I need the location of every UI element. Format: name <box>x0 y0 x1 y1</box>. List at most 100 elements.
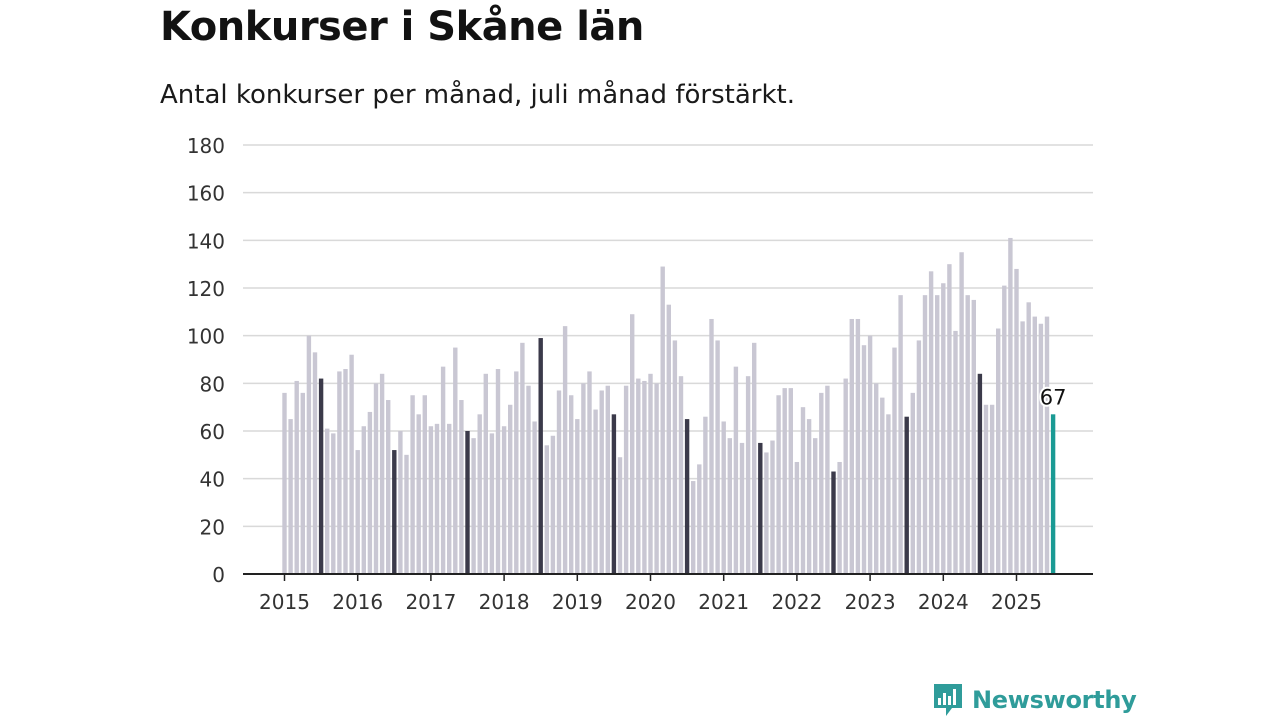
bar <box>379 373 385 574</box>
x-tick-label: 2021 <box>698 590 749 614</box>
bar <box>739 442 745 574</box>
bar <box>1026 302 1031 574</box>
bar <box>1044 316 1050 574</box>
bar <box>477 414 482 574</box>
bar <box>922 295 928 574</box>
bar <box>593 409 598 574</box>
bar <box>715 340 720 574</box>
bars <box>282 237 1056 574</box>
bar <box>819 392 824 574</box>
bar <box>495 369 501 574</box>
bar <box>386 400 391 574</box>
bar <box>623 385 629 574</box>
x-tick-label: 2018 <box>479 590 530 614</box>
bar <box>691 481 696 574</box>
x-tick-label: 2022 <box>771 590 822 614</box>
bar <box>325 428 330 574</box>
bar <box>831 471 836 574</box>
bar <box>483 373 488 574</box>
bar <box>874 383 879 574</box>
bar <box>447 423 452 574</box>
bar <box>965 295 970 574</box>
bar <box>678 376 684 574</box>
y-tick-label: 80 <box>200 372 225 396</box>
bar <box>520 342 525 574</box>
x-tick-label: 2015 <box>259 590 310 614</box>
x-tick-label: 2019 <box>552 590 603 614</box>
brand-name: Newsworthy <box>972 686 1137 714</box>
bar <box>526 385 531 574</box>
bar <box>825 385 830 574</box>
bar <box>416 414 421 574</box>
bar <box>410 395 415 574</box>
bar <box>642 380 647 574</box>
bar <box>331 433 336 574</box>
bar <box>440 366 446 574</box>
bar <box>697 464 702 574</box>
bar <box>392 450 397 574</box>
bar <box>861 345 867 574</box>
bar <box>910 392 915 574</box>
bar <box>550 435 556 574</box>
bar <box>989 404 995 574</box>
x-tick-label: 2024 <box>918 590 969 614</box>
bar <box>935 295 940 574</box>
bar <box>630 314 635 574</box>
bar <box>855 318 861 574</box>
bar <box>837 461 842 574</box>
bar <box>288 419 293 574</box>
bar <box>300 392 305 574</box>
bar <box>562 326 568 574</box>
bar <box>569 395 574 574</box>
x-tick-label: 2016 <box>332 590 383 614</box>
bar <box>794 461 800 574</box>
bar <box>709 318 714 574</box>
bar <box>599 390 604 574</box>
bar <box>489 433 495 574</box>
bar <box>508 404 513 574</box>
bar <box>813 438 818 574</box>
bar <box>428 426 434 574</box>
brand-logo: Newsworthy <box>932 682 1137 718</box>
bar <box>1008 237 1013 574</box>
bar <box>996 328 1001 574</box>
bar <box>605 385 610 574</box>
bar <box>898 295 903 574</box>
bar <box>752 342 757 574</box>
bar <box>959 252 964 574</box>
bar <box>953 330 958 574</box>
bar <box>556 390 562 574</box>
bar <box>404 454 409 574</box>
bar <box>617 457 623 574</box>
bar <box>770 440 775 574</box>
bar <box>1014 268 1019 574</box>
bar <box>434 423 440 574</box>
x-axis: 2015 2016 2017 2018 2019 2020 2021 2022 2023 2024… <box>243 573 1093 614</box>
bar <box>453 347 458 574</box>
x-tick-label: 2025 <box>991 590 1042 614</box>
bar <box>501 426 507 574</box>
bar <box>349 354 354 574</box>
bar <box>532 421 537 574</box>
bar <box>782 388 787 574</box>
bar <box>904 416 909 574</box>
bar <box>666 304 671 574</box>
bar <box>672 340 678 574</box>
chart-title: Konkurser i Skåne län <box>160 4 644 50</box>
bar <box>916 340 922 574</box>
bar <box>684 419 690 574</box>
annotations: 67 <box>1038 383 1069 411</box>
bar <box>373 383 379 574</box>
y-axis-labels: 0 20 40 60 80 100 120 140 160 180 <box>187 134 225 587</box>
bar <box>1050 414 1056 574</box>
bar <box>636 378 641 574</box>
chart-subtitle: Antal konkurser per månad, juli månad fö… <box>160 80 795 110</box>
bar <box>800 407 806 574</box>
bar <box>721 421 726 574</box>
bar <box>648 373 653 574</box>
bar <box>1020 321 1025 574</box>
bar <box>849 318 854 574</box>
bar <box>745 376 751 574</box>
bar <box>575 419 580 574</box>
bar <box>947 264 952 574</box>
